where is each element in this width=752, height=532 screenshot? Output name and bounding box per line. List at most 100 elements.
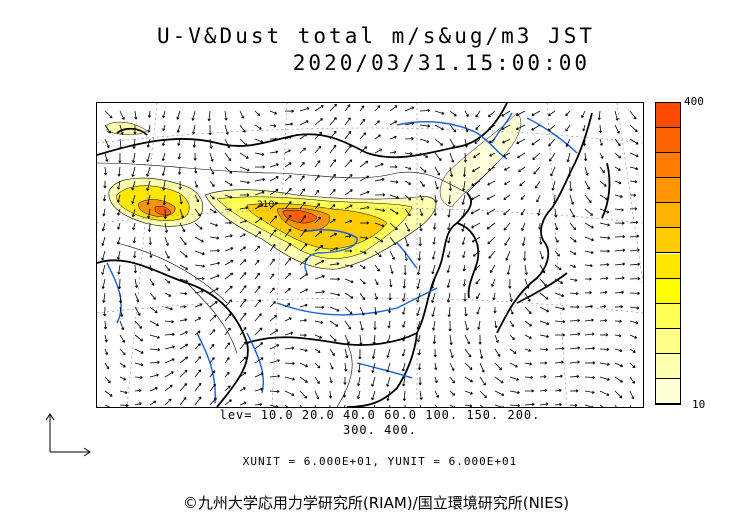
wind-arrow — [614, 276, 625, 280]
wind-arrow — [209, 152, 214, 162]
wind-arrow — [329, 218, 336, 224]
legend-swatch — [656, 328, 680, 354]
wind-arrow — [192, 124, 196, 135]
wind-arrow — [284, 228, 292, 238]
wind-arrow — [329, 404, 331, 407]
wind-arrow — [509, 362, 518, 368]
wind-arrow — [134, 402, 142, 406]
legend-swatch — [656, 353, 680, 379]
wind-arrow — [471, 222, 481, 229]
wind-arrow — [374, 306, 378, 315]
wind-arrow — [549, 152, 556, 162]
wind-arrow — [359, 146, 368, 154]
wind-arrow — [284, 376, 295, 381]
wind-arrow — [434, 376, 438, 384]
wind-arrow — [401, 348, 406, 357]
wind-arrow — [359, 292, 366, 301]
wind-arrow — [565, 110, 571, 117]
wind-arrow — [314, 118, 323, 126]
wind-arrow — [329, 232, 338, 238]
wind-arrow — [224, 180, 233, 186]
wind-arrow — [328, 390, 333, 399]
wind-arrow — [117, 166, 121, 177]
wind-arrow — [239, 387, 246, 392]
wind-arrow — [224, 299, 232, 308]
wind-arrow — [179, 222, 186, 233]
wind-arrow — [104, 152, 109, 162]
wind-arrow — [569, 360, 580, 364]
wind-arrow — [104, 138, 110, 149]
wind-arrow — [194, 208, 201, 217]
wind-arrow — [329, 117, 337, 126]
wind-arrow — [102, 292, 106, 303]
wind-arrow — [239, 285, 247, 294]
wind-arrow — [548, 110, 556, 117]
wind-arrow — [374, 120, 380, 126]
wind-arrow — [447, 208, 451, 218]
wind-arrow — [314, 131, 323, 140]
wind-arrow — [146, 180, 151, 191]
wind-arrow — [521, 236, 526, 246]
wind-arrow — [191, 110, 196, 121]
wind-arrow — [501, 110, 511, 117]
wind-arrow — [224, 285, 233, 294]
wind-arrow — [161, 138, 166, 146]
wind-arrow — [269, 344, 280, 350]
wind-arrow — [416, 306, 421, 317]
wind-arrow — [209, 236, 220, 240]
wind-arrow — [449, 152, 455, 163]
wind-arrow — [134, 334, 144, 342]
wind-arrow — [101, 264, 106, 275]
wind-arrow — [539, 320, 550, 326]
wind-arrow — [599, 362, 610, 366]
wind-arrow — [239, 246, 246, 252]
wind-arrow — [404, 180, 412, 185]
contour-levels: lev= 10.0 20.0 40.0 60.0 100. 150. 200. … — [160, 408, 600, 438]
wind-arrow — [146, 138, 151, 148]
wind-arrow — [224, 166, 233, 174]
wind-arrow — [554, 320, 566, 324]
wind-arrow — [509, 334, 515, 341]
wind-arrow — [374, 404, 376, 407]
wind-arrow — [359, 105, 365, 112]
wind-arrow — [488, 110, 496, 118]
wind-arrow — [554, 374, 563, 378]
wind-arrow — [329, 247, 339, 252]
dust-wind-map: 210 — [96, 102, 644, 408]
wind-arrow — [179, 250, 188, 258]
wind-arrow — [239, 193, 250, 197]
wind-arrow — [149, 387, 158, 392]
wind-arrow — [434, 124, 444, 131]
wind-arrow — [284, 303, 291, 308]
wind-arrow — [147, 110, 152, 118]
wind-arrow — [503, 166, 511, 171]
chart-timestamp: 2020/03/31.15:00:00 — [292, 51, 590, 75]
wind-arrow — [314, 174, 320, 182]
wind-arrow — [447, 306, 451, 318]
wind-arrow — [434, 180, 439, 190]
wind-arrow — [554, 208, 558, 218]
wind-arrow — [433, 208, 437, 216]
wind-arrow — [584, 208, 593, 216]
wind-arrow — [194, 330, 201, 336]
wind-arrow — [254, 138, 264, 143]
wind-arrow — [488, 124, 496, 130]
wind-arrow — [479, 376, 486, 386]
wind-arrow — [567, 166, 572, 177]
legend-swatch — [656, 303, 680, 329]
wind-arrow — [629, 110, 637, 120]
wind-arrow — [117, 278, 122, 290]
wind-arrow — [179, 369, 188, 378]
wind-arrow — [239, 356, 247, 364]
wind-arrow — [554, 346, 565, 351]
wind-arrow — [104, 362, 110, 370]
wind-arrow — [149, 278, 155, 286]
wind-arrow — [569, 278, 578, 282]
wind-arrow — [119, 376, 127, 381]
wind-arrow — [531, 110, 541, 116]
wind-arrow — [431, 250, 436, 260]
wind-arrow — [119, 348, 126, 356]
wind-arrow — [521, 222, 526, 231]
wind-arrow — [329, 130, 337, 140]
wind-arrow — [344, 219, 353, 224]
